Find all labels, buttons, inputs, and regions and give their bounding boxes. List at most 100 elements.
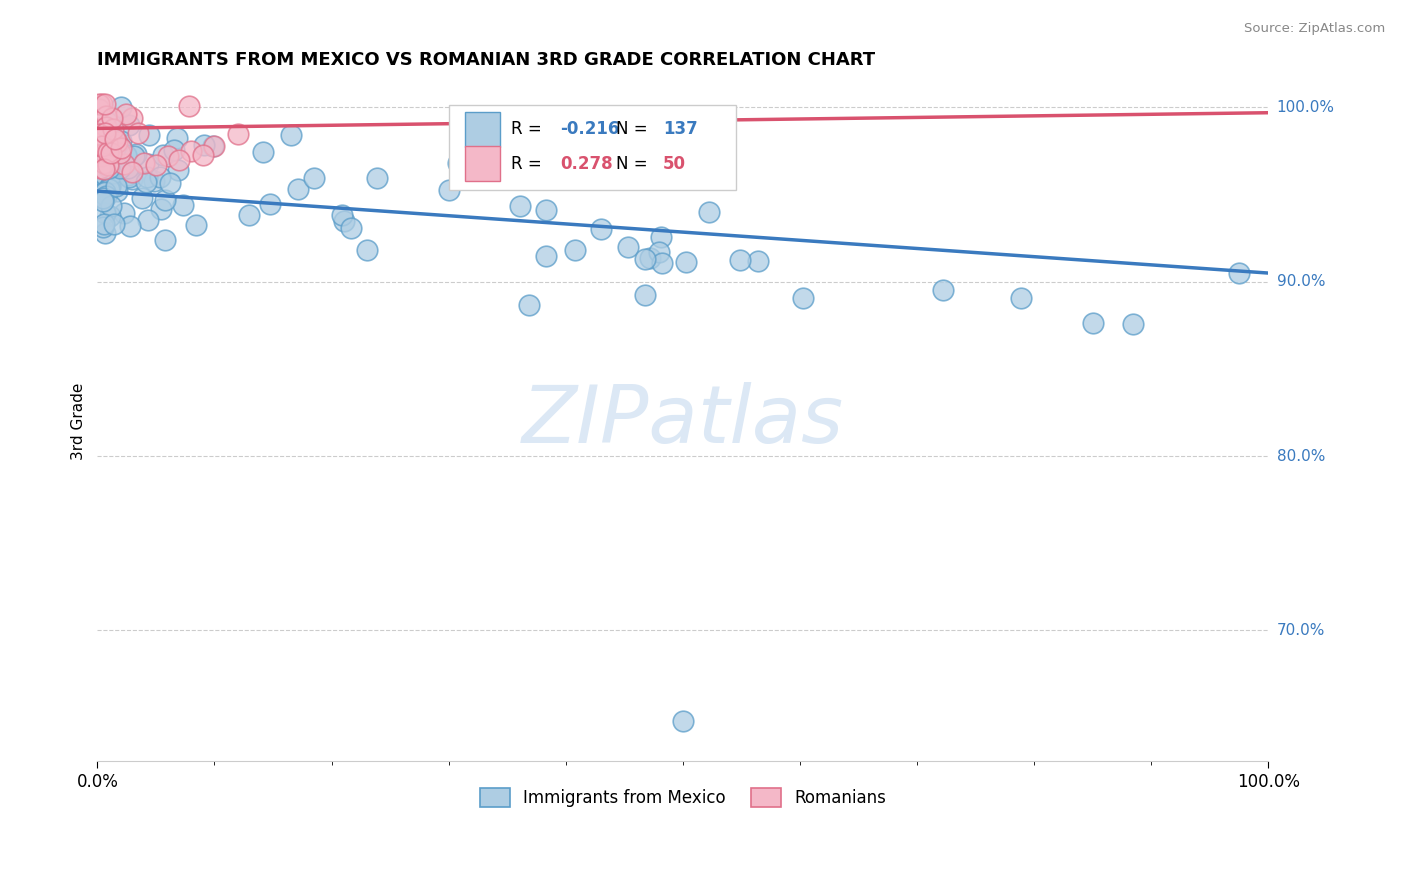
Point bbox=[166, 131, 188, 145]
Point bbox=[97, 145, 120, 159]
Point bbox=[94, 185, 117, 199]
Point bbox=[193, 138, 215, 153]
Point bbox=[98, 181, 121, 195]
Point bbox=[191, 147, 214, 161]
Point bbox=[534, 249, 557, 263]
Point bbox=[145, 158, 167, 172]
Point bbox=[89, 124, 111, 138]
Point bbox=[697, 204, 720, 219]
Point bbox=[134, 156, 156, 170]
Text: 70.0%: 70.0% bbox=[1277, 623, 1324, 638]
Point bbox=[96, 121, 118, 136]
Text: 50: 50 bbox=[664, 155, 686, 173]
Point bbox=[87, 191, 110, 205]
Point bbox=[101, 166, 124, 180]
Point bbox=[96, 136, 118, 150]
Point bbox=[125, 146, 148, 161]
Point bbox=[118, 219, 141, 233]
Point bbox=[142, 174, 165, 188]
Point bbox=[121, 165, 143, 179]
Legend: Immigrants from Mexico, Romanians: Immigrants from Mexico, Romanians bbox=[474, 781, 893, 814]
Point bbox=[153, 193, 176, 207]
Point bbox=[104, 178, 127, 193]
Point bbox=[94, 206, 117, 220]
FancyBboxPatch shape bbox=[449, 105, 735, 190]
Point bbox=[110, 101, 132, 115]
Point bbox=[534, 203, 557, 218]
Text: Source: ZipAtlas.com: Source: ZipAtlas.com bbox=[1244, 22, 1385, 36]
Text: 137: 137 bbox=[664, 120, 697, 138]
Point bbox=[648, 244, 671, 259]
Point bbox=[149, 202, 172, 216]
Text: 0.278: 0.278 bbox=[560, 155, 613, 173]
Point bbox=[87, 167, 110, 181]
Point bbox=[672, 714, 695, 728]
Text: ZIPatlas: ZIPatlas bbox=[522, 382, 844, 460]
Point bbox=[94, 126, 117, 140]
Point bbox=[100, 144, 122, 158]
Point bbox=[172, 198, 194, 212]
Point bbox=[509, 198, 531, 212]
Point bbox=[97, 182, 120, 196]
Point bbox=[89, 128, 111, 142]
Point bbox=[96, 186, 118, 200]
Point bbox=[517, 298, 540, 312]
Point bbox=[104, 136, 127, 151]
Point bbox=[202, 138, 225, 153]
Point bbox=[96, 145, 118, 159]
Point bbox=[87, 97, 110, 112]
Point bbox=[97, 140, 120, 154]
Point bbox=[108, 139, 131, 153]
Point bbox=[100, 199, 122, 213]
Point bbox=[617, 240, 640, 254]
Point bbox=[91, 183, 114, 197]
Point bbox=[107, 163, 129, 178]
Point bbox=[163, 144, 186, 158]
Point bbox=[93, 227, 115, 241]
Point bbox=[91, 191, 114, 205]
Point bbox=[91, 133, 114, 147]
Point bbox=[121, 111, 143, 125]
Point bbox=[93, 130, 115, 145]
Point bbox=[91, 97, 114, 112]
Point bbox=[100, 143, 122, 157]
Point bbox=[93, 217, 115, 231]
Point bbox=[634, 252, 657, 266]
Point bbox=[114, 154, 136, 169]
Point bbox=[89, 128, 111, 142]
Point bbox=[97, 158, 120, 172]
Text: N =: N = bbox=[616, 155, 652, 173]
Point bbox=[87, 128, 110, 142]
Point bbox=[90, 132, 112, 146]
Point bbox=[93, 140, 115, 154]
Point bbox=[103, 217, 125, 231]
Point bbox=[226, 127, 249, 141]
Point bbox=[96, 126, 118, 140]
Point bbox=[105, 184, 128, 198]
Point bbox=[90, 136, 112, 151]
Text: N =: N = bbox=[616, 120, 652, 138]
Point bbox=[103, 143, 125, 157]
Point bbox=[153, 233, 176, 247]
Point bbox=[339, 220, 361, 235]
Point bbox=[136, 212, 159, 227]
Point bbox=[474, 170, 496, 185]
Point bbox=[169, 153, 191, 167]
Point bbox=[112, 206, 135, 220]
Point bbox=[87, 121, 110, 136]
Point bbox=[101, 149, 124, 163]
Point bbox=[184, 219, 207, 233]
FancyBboxPatch shape bbox=[465, 112, 501, 147]
Point bbox=[91, 219, 114, 234]
Point bbox=[131, 191, 153, 205]
Point bbox=[589, 222, 612, 236]
Point bbox=[108, 161, 131, 175]
Point bbox=[89, 137, 111, 152]
Point bbox=[564, 243, 586, 257]
Point bbox=[98, 153, 121, 167]
Point bbox=[91, 138, 114, 153]
Text: 90.0%: 90.0% bbox=[1277, 274, 1326, 289]
Point bbox=[747, 254, 769, 268]
Text: -0.216: -0.216 bbox=[560, 120, 619, 138]
Point bbox=[287, 182, 309, 196]
